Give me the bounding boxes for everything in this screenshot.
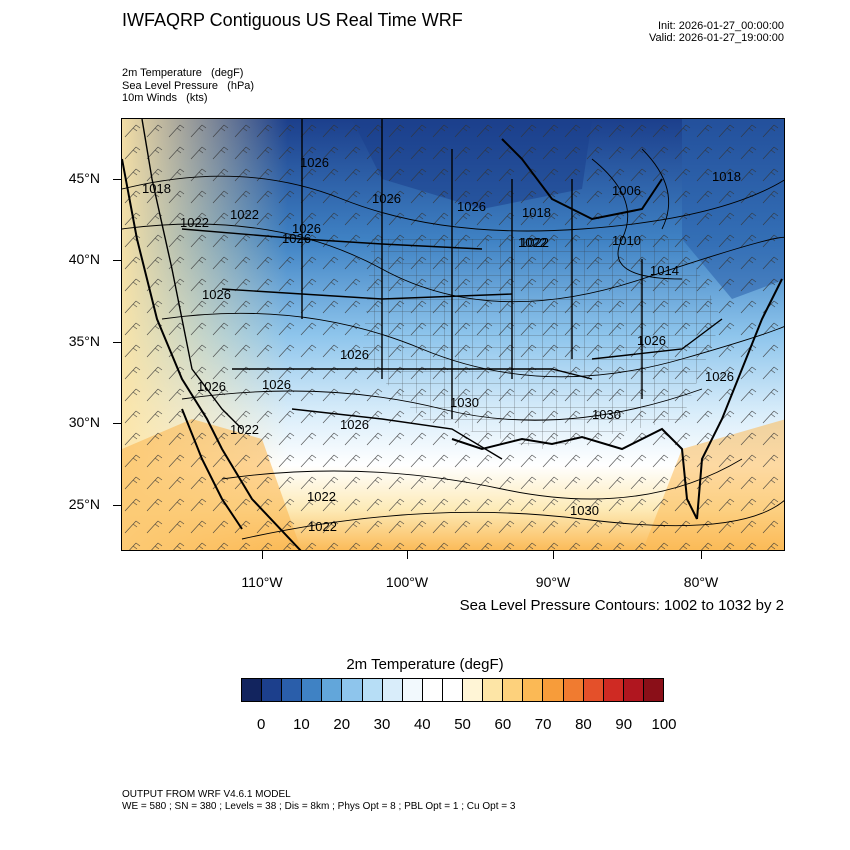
colorbar-swatch — [242, 679, 263, 701]
lon-label: 80°W — [683, 574, 719, 590]
colorbar-swatch — [262, 679, 283, 701]
colorbar-swatch — [382, 679, 403, 701]
isobar-label: 1014 — [650, 263, 679, 278]
isobar-label: 1022 — [180, 215, 209, 230]
isobar-label: 1026 — [637, 333, 666, 348]
colorbar-swatch — [583, 679, 604, 701]
time-info: Init: 2026-01-27_00:00:00 Valid: 2026-01… — [649, 20, 784, 44]
valid-time: Valid: 2026-01-27_19:00:00 — [649, 32, 784, 44]
isobar-label: 1026 — [372, 191, 401, 206]
colorbar-swatch — [543, 679, 564, 701]
colorbar-swatch — [282, 679, 303, 701]
model-footer: OUTPUT FROM WRF V4.6.1 MODEL WE = 580 ; … — [122, 789, 515, 813]
colorbar-swatch — [463, 679, 484, 701]
lat-tick — [113, 179, 121, 180]
colorbar-swatch — [483, 679, 504, 701]
colorbar-swatch — [422, 679, 443, 701]
colorbar-swatch — [563, 679, 584, 701]
colorbar-swatch — [362, 679, 383, 701]
lon-tick — [262, 551, 263, 559]
isobar-label: 1026 — [282, 231, 311, 246]
lon-tick — [701, 551, 702, 559]
isobar-label: 1026 — [705, 369, 734, 384]
colorbar-swatch — [442, 679, 464, 701]
colorbar-label: 10 — [293, 716, 310, 733]
colorbar-label: 0 — [256, 716, 266, 733]
colorbar-label: 30 — [373, 716, 391, 733]
lat-label: 35°N — [68, 333, 100, 349]
isobar-label: 1026 — [292, 221, 321, 236]
colorbar-swatch — [503, 679, 524, 701]
isobar-label: 1030 — [570, 503, 599, 518]
state-boundaries — [141, 119, 723, 460]
isobar-label: 1022 — [518, 235, 547, 250]
lat-label: 25°N — [68, 496, 100, 512]
isobar-label: 1026 — [340, 417, 369, 432]
isobar-labels: 1026 1018 1022 1022 1026 1026 1026 1026 … — [142, 155, 741, 534]
isobar-label: 1018 — [712, 169, 741, 184]
map-canvas: 1026 1018 1022 1022 1026 1026 1026 1026 … — [122, 119, 784, 550]
lat-tick — [113, 423, 121, 424]
slp-contour-caption: Sea Level Pressure Contours: 1002 to 103… — [459, 597, 784, 614]
isobar-label: 1022 — [307, 489, 336, 504]
lat-label: 30°N — [68, 414, 100, 430]
isobar-label: 1018 — [142, 181, 171, 196]
colorbar-label: 80 — [575, 716, 592, 733]
isobar-label: 1030 — [450, 395, 479, 410]
page-title: IWFAQRP Contiguous US Real Time WRF — [122, 10, 463, 30]
field-winds: 10m Winds (kts) — [122, 92, 208, 104]
field-slp: Sea Level Pressure (hPa) — [122, 79, 255, 92]
colorbar-swatch — [603, 679, 624, 701]
isobar-label: 1022 — [230, 207, 259, 222]
footer-model: OUTPUT FROM WRF V4.6.1 MODEL — [122, 789, 291, 800]
lat-tick — [113, 505, 121, 506]
colorbar-label: 20 — [333, 716, 351, 733]
colorbar-swatch — [402, 679, 423, 701]
colorbar-label: 40 — [413, 716, 431, 733]
lat-tick — [113, 260, 121, 261]
init-time: Init: 2026-01-27_00:00:00 — [658, 20, 784, 32]
colorbar-label: 100 — [651, 716, 677, 733]
isobar-label: 1006 — [612, 183, 641, 198]
footer-config: WE = 580 ; SN = 380 ; Levels = 38 ; Dis … — [122, 801, 516, 812]
isobar-label: 1010 — [612, 233, 641, 248]
isobar-label: 1018 — [522, 205, 551, 220]
field-list: 2m Temperature (degF) Sea Level Pressure… — [122, 67, 254, 105]
colorbar-swatch — [523, 679, 544, 701]
lon-label: 90°W — [535, 574, 571, 590]
isobar-label: 1026 — [197, 379, 226, 394]
isobar-label: 1026 — [457, 199, 486, 214]
isobar-label: 1030 — [592, 407, 621, 422]
weather-map: 1026 1018 1022 1022 1026 1026 1026 1026 … — [121, 118, 785, 551]
isobar-label: 1026 — [340, 347, 369, 362]
isobar-label: 1022 — [230, 422, 259, 437]
isobar-label: 1026 — [300, 155, 329, 170]
lat-tick — [113, 342, 121, 343]
colorbar-label: 90 — [615, 716, 633, 733]
lat-label: 45°N — [68, 170, 100, 186]
isobar-label: 1022 — [308, 519, 337, 534]
colorbar-title: 2m Temperature (degF) — [346, 656, 504, 673]
lon-tick — [407, 551, 408, 559]
colorbar-swatch — [643, 679, 663, 701]
lon-label: 100°W — [385, 574, 429, 590]
isobar-label: 1026 — [262, 377, 291, 392]
isobar-label: 1022 — [520, 235, 549, 250]
coastlines — [122, 138, 783, 550]
colorbar-label: 50 — [454, 716, 471, 733]
isobars — [122, 148, 784, 540]
lon-tick — [553, 551, 554, 559]
colorbar — [241, 678, 664, 702]
colorbar-swatch — [342, 679, 363, 701]
lat-label: 40°N — [68, 251, 100, 267]
field-temperature: 2m Temperature (degF) — [122, 67, 244, 79]
isobar-label: 1026 — [202, 287, 231, 302]
colorbar-swatch — [623, 679, 644, 701]
lon-label: 110°W — [241, 574, 283, 590]
colorbar-label: 70 — [534, 716, 552, 733]
colorbar-swatch — [322, 679, 343, 701]
colorbar-swatch — [302, 679, 323, 701]
colorbar-label: 60 — [494, 716, 512, 733]
